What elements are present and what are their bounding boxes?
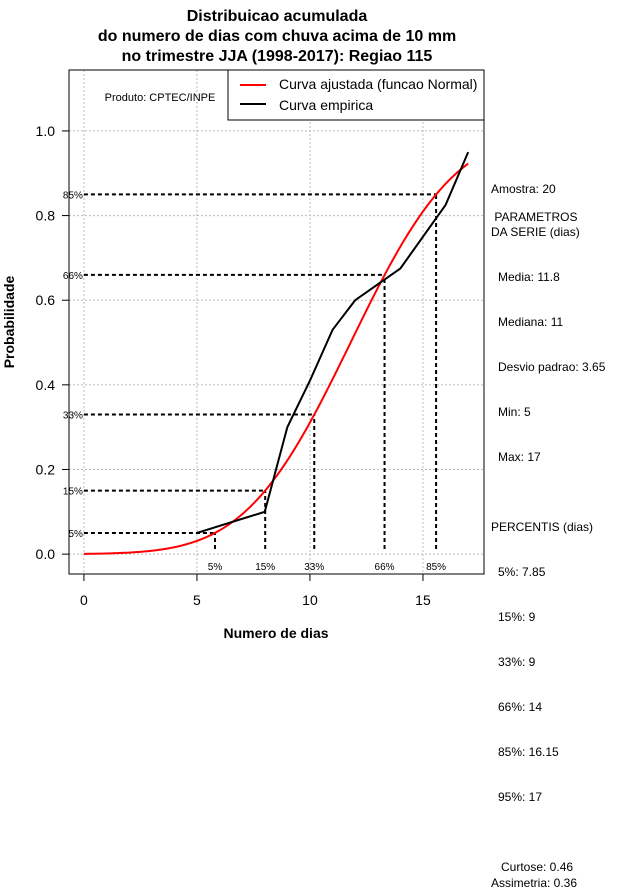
percentile-y-label: 33%: [63, 410, 83, 421]
percentile-y-label: 85%: [63, 190, 83, 201]
fitted-normal-curve: [83, 162, 469, 555]
param-mediana: Mediana: 11: [498, 315, 564, 329]
y-tick-label: 1.0: [36, 123, 56, 139]
x-tick-label: 5: [193, 592, 201, 608]
percentil-33: 33%: 9: [498, 655, 536, 669]
legend-box: [227, 69, 485, 121]
empirical-curve: [196, 151, 470, 534]
percentile-y-label: 15%: [63, 487, 83, 498]
x-tick-label: 0: [80, 592, 88, 608]
percentil-85: 85%: 16.15: [498, 745, 559, 759]
percentile-y-label: 5%: [68, 529, 83, 540]
param-media: Media: 11.8: [498, 270, 560, 284]
y-tick-label: 0.6: [36, 292, 56, 308]
x-tick-label: 15: [415, 592, 431, 608]
percentile-x-label: 5%: [208, 562, 223, 573]
y-axis-label: Probabilidade: [1, 276, 17, 369]
chart-svg: Distribuicao acumulada do numero de dias…: [1, 8, 485, 641]
percentile-x-label: 85%: [426, 562, 446, 573]
params-title: PARAMETROS DA SERIE (dias): [491, 210, 580, 239]
chart-figure: Distribuicao acumulada do numero de dias…: [1, 8, 606, 890]
percentile-x-label: 33%: [304, 562, 324, 573]
y-tick-label: 0.4: [36, 377, 56, 393]
chart-title-line-2: do numero de dias com chuva acima de 10 …: [98, 28, 456, 45]
params-list: Media: 11.8 Mediana: 11 Desvio padrao: 3…: [491, 240, 637, 495]
percentil-15: 15%: 9: [498, 610, 536, 624]
percentile-x-label: 15%: [255, 562, 275, 573]
y-tick-label: 0.2: [36, 461, 56, 477]
x-axis-label: Numero de dias: [223, 625, 328, 641]
legend-label-fitted: Curva ajustada (funcao Normal): [279, 76, 477, 92]
percentis-title: PERCENTIS (dias): [491, 520, 594, 534]
chart-title-line-1: Distribuicao acumulada: [187, 8, 368, 25]
assimetria: Assimetria: 0.36: [491, 876, 578, 890]
legend: Curva ajustada (funcao Normal) Curva emp…: [227, 69, 485, 121]
curtose: Curtose: 0.46: [501, 860, 574, 874]
percentile-y-label: 66%: [63, 271, 83, 282]
stats-panel: Amostra: 20 PARAMETROS DA SERIE (dias) M…: [491, 182, 637, 891]
y-tick-label: 0.8: [36, 208, 56, 224]
param-max: Max: 17: [498, 450, 541, 464]
y-tick-label: 0.0: [36, 546, 56, 562]
percentil-95: 95%: 17: [498, 790, 543, 804]
percentile-x-label: 66%: [375, 562, 395, 573]
percentil-66: 66%: 14: [498, 700, 543, 714]
chart-title-line-3: no trimestre JJA (1998-2017): Regiao 115: [122, 48, 433, 65]
percentil-5: 5%: 7.85: [498, 565, 546, 579]
percentis-list: 5%: 7.85 15%: 9 33%: 9 66%: 14 85%: 16.1…: [491, 535, 637, 835]
param-desvio: Desvio padrao: 3.65: [498, 360, 606, 374]
param-min: Min: 5: [498, 405, 531, 419]
plot-frame: [68, 69, 485, 575]
legend-label-empirical: Curva empirica: [279, 97, 373, 113]
credit-text: Produto: CPTEC/INPE: [105, 92, 216, 104]
sample-size: Amostra: 20: [491, 182, 556, 196]
x-tick-label: 10: [302, 592, 318, 608]
